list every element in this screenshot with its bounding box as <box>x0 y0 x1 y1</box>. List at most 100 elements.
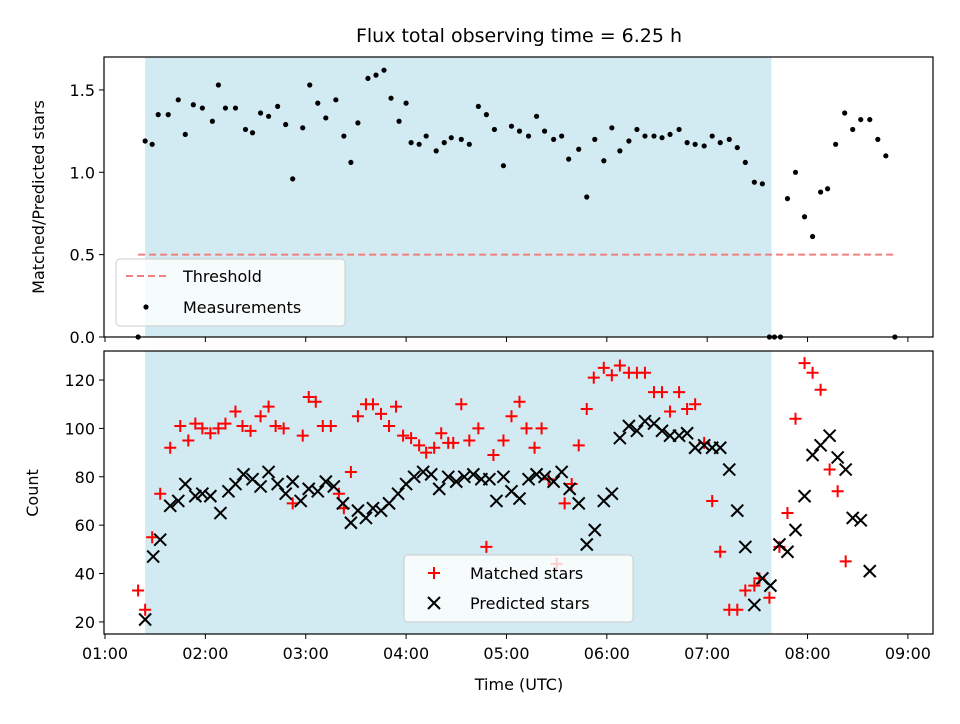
matched-star-marker <box>219 417 232 430</box>
matched-star-marker <box>254 410 267 423</box>
measurement-point <box>601 158 607 164</box>
matched-star-marker <box>244 424 257 437</box>
measurement-point <box>676 126 682 133</box>
measurement-point <box>155 112 161 118</box>
predicted-star-marker <box>236 467 251 482</box>
predicted-star-marker <box>366 501 380 515</box>
predicted-star-marker <box>763 578 778 593</box>
predicted-star-marker <box>261 465 276 479</box>
matched-star-marker <box>597 361 610 374</box>
matched-star-marker <box>613 359 626 372</box>
predicted-star-marker <box>805 448 820 462</box>
predicted-star-marker <box>554 465 569 479</box>
top-legend-box <box>115 258 346 327</box>
predicted-star-marker <box>562 482 577 496</box>
measurement-point <box>842 110 848 116</box>
matched-star-marker <box>236 419 249 432</box>
predicted-star-marker <box>830 450 845 465</box>
measurement-point <box>533 113 540 119</box>
measurement-point <box>626 138 632 144</box>
matched-star-marker <box>182 434 195 447</box>
matched-star-marker <box>664 405 677 418</box>
predicted-star-marker <box>294 494 308 508</box>
matched-star-marker <box>447 436 460 449</box>
predicted-star-marker <box>178 477 193 491</box>
measurement-point <box>300 125 306 131</box>
bottom-y-tick-label: 20 <box>75 613 95 632</box>
measurement-point <box>858 116 864 123</box>
matched-star-marker <box>739 584 752 597</box>
measurement-point <box>388 95 394 101</box>
measurements-series <box>135 67 898 340</box>
matched-star-marker <box>397 429 410 442</box>
predicted-star-marker <box>572 496 586 511</box>
predicted-star-marker <box>747 598 762 612</box>
measurement-point <box>817 189 824 195</box>
measurement-point <box>584 194 590 200</box>
predicted-star-marker <box>630 424 644 438</box>
measurement-point <box>381 67 387 73</box>
predicted-star-marker <box>466 467 481 482</box>
measurement-point <box>355 120 361 126</box>
predicted-star-marker <box>253 479 268 494</box>
matched-star-marker <box>587 371 600 384</box>
measurement-point <box>416 141 422 147</box>
predicted-star-marker <box>521 472 536 486</box>
legend-matched-label: Matched stars <box>470 564 583 583</box>
measurement-point <box>365 75 371 82</box>
matched-star-marker <box>269 419 282 432</box>
predicted-star-marker <box>605 487 619 501</box>
matched-star-marker <box>472 422 485 435</box>
top-x-ticks <box>104 337 909 342</box>
legend-measurements-swatch <box>143 304 149 310</box>
matched-star-marker <box>781 507 794 520</box>
matched-star-marker <box>497 434 510 447</box>
measurement-point <box>833 141 839 147</box>
matched-star-marker <box>714 545 727 558</box>
matched-star-marker <box>480 540 493 553</box>
predicted-star-marker <box>797 489 812 503</box>
predicted-stars-series <box>139 415 877 627</box>
measurement-point <box>801 214 808 220</box>
measurement-point <box>617 148 623 154</box>
measurement-point <box>867 116 873 123</box>
measurement-point <box>165 112 171 118</box>
predicted-star-marker <box>171 494 185 508</box>
predicted-star-marker <box>738 540 753 554</box>
predicted-star-marker <box>529 467 544 482</box>
matched-star-marker <box>132 584 145 597</box>
bottom-y-axis-label: Count <box>23 469 42 517</box>
measurement-point <box>307 82 313 88</box>
measurement-point <box>875 136 881 142</box>
predicted-star-marker <box>672 428 686 443</box>
measurement-point <box>692 141 698 147</box>
x-tick-label: 03:00 <box>283 644 329 663</box>
matched-stars-series <box>132 357 852 616</box>
matched-star-marker <box>146 531 159 544</box>
predicted-star-marker <box>278 487 293 501</box>
predicted-star-marker <box>546 474 561 489</box>
matched-star-marker <box>505 410 518 423</box>
measurement-point <box>283 121 289 128</box>
measurement-point <box>209 118 215 124</box>
matched-star-marker <box>656 386 669 399</box>
matched-star-marker <box>383 419 396 432</box>
predicted-star-marker <box>344 516 358 530</box>
measurement-point <box>684 140 690 146</box>
legend-measurements-label: Measurements <box>183 298 301 317</box>
matched-star-marker <box>212 422 225 435</box>
measurement-point <box>275 103 281 110</box>
predicted-star-marker <box>146 549 160 564</box>
predicted-star-marker <box>228 477 243 491</box>
matched-star-marker <box>673 386 686 399</box>
predicted-star-marker <box>327 479 341 494</box>
measurement-point <box>423 133 429 139</box>
x-tick-label: 01:00 <box>82 644 128 663</box>
measurement-point <box>592 136 598 142</box>
measurement-point <box>215 82 222 88</box>
matched-star-marker <box>580 403 593 416</box>
measurement-point <box>551 136 557 142</box>
matched-star-marker <box>344 465 357 478</box>
measurement-point <box>483 112 489 118</box>
predicted-star-marker <box>697 438 711 453</box>
